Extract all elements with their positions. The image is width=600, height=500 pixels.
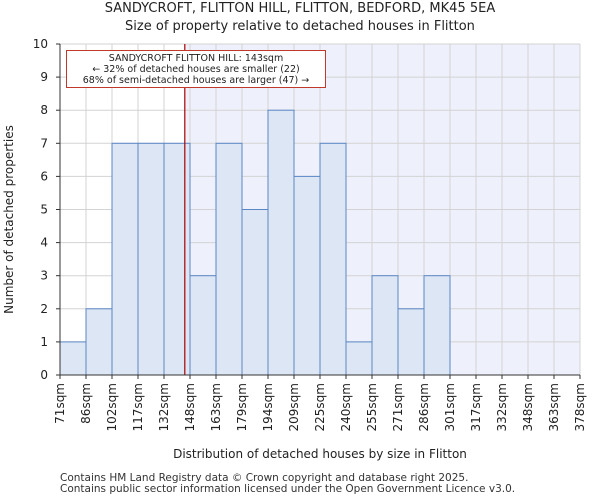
x-tick-label: 255sqm bbox=[365, 383, 379, 431]
x-tick-label: 301sqm bbox=[443, 383, 457, 431]
x-tick-label: 271sqm bbox=[391, 383, 405, 431]
bar-86sqm bbox=[85, 308, 113, 376]
y-tick-label: 6 bbox=[40, 169, 48, 183]
bar-71sqm bbox=[59, 341, 87, 376]
x-tick-label: 332sqm bbox=[495, 383, 509, 431]
y-axis-title: Number of detached properties bbox=[2, 125, 16, 314]
x-tick-label: 132sqm bbox=[157, 383, 171, 431]
bar-271sqm bbox=[397, 308, 425, 376]
x-tick-label: 209sqm bbox=[287, 383, 301, 431]
bar-240sqm bbox=[345, 341, 373, 376]
footer-line-1: Contains HM Land Registry data © Crown c… bbox=[60, 472, 469, 484]
y-tick-label: 2 bbox=[40, 302, 48, 316]
bar-179sqm bbox=[241, 209, 269, 376]
y-tick-label: 5 bbox=[40, 203, 48, 217]
x-axis-title: Distribution of detached houses by size … bbox=[173, 447, 467, 461]
y-tick-label: 4 bbox=[40, 236, 48, 250]
footer-line-2: Contains public sector information licen… bbox=[60, 483, 516, 495]
y-tick-label: 10 bbox=[33, 37, 48, 51]
annotation-line-2: ← 32% of detached houses are smaller (22… bbox=[92, 64, 300, 75]
x-tick-label: 102sqm bbox=[105, 383, 119, 431]
y-tick-label: 0 bbox=[40, 368, 48, 382]
bar-255sqm bbox=[371, 275, 399, 376]
y-tick-label: 3 bbox=[40, 269, 48, 283]
bar-132sqm bbox=[163, 142, 191, 376]
annotation-line-3: 68% of semi-detached houses are larger (… bbox=[82, 75, 310, 86]
bar-117sqm bbox=[137, 142, 165, 376]
x-tick-label: 317sqm bbox=[469, 383, 483, 431]
bar-209sqm bbox=[293, 175, 321, 376]
bar-148sqm bbox=[189, 275, 217, 376]
property-annotation-box: SANDYCROFT FLITTON HILL: 143sqm ← 32% of… bbox=[66, 50, 326, 88]
chart-subtitle: Size of property relative to detached ho… bbox=[125, 19, 475, 34]
x-tick-label: 378sqm bbox=[573, 383, 587, 431]
y-tick-label: 8 bbox=[40, 103, 48, 117]
bar-102sqm bbox=[111, 142, 139, 376]
x-tick-label: 179sqm bbox=[235, 383, 249, 431]
x-tick-label: 348sqm bbox=[521, 383, 535, 431]
x-tick-label: 240sqm bbox=[339, 383, 353, 431]
annotation-line-1: SANDYCROFT FLITTON HILL: 143sqm bbox=[108, 53, 284, 64]
y-tick-label: 9 bbox=[40, 70, 48, 84]
x-tick-label: 71sqm bbox=[53, 383, 67, 424]
x-tick-label: 86sqm bbox=[79, 383, 93, 424]
x-tick-label: 163sqm bbox=[209, 383, 223, 431]
chart-title: SANDYCROFT, FLITTON HILL, FLITTON, BEDFO… bbox=[104, 1, 496, 16]
x-tick-label: 148sqm bbox=[183, 383, 197, 431]
bar-163sqm bbox=[215, 142, 243, 376]
bar-286sqm bbox=[423, 275, 451, 376]
y-tick-label: 7 bbox=[40, 136, 48, 150]
x-tick-label: 225sqm bbox=[313, 383, 327, 431]
x-tick-label: 117sqm bbox=[131, 383, 145, 431]
y-tick-label: 1 bbox=[40, 335, 48, 349]
bar-225sqm bbox=[319, 142, 347, 376]
x-tick-label: 194sqm bbox=[261, 383, 275, 431]
bar-194sqm bbox=[267, 109, 295, 376]
x-tick-label: 286sqm bbox=[417, 383, 431, 431]
x-tick-label: 363sqm bbox=[547, 383, 561, 431]
